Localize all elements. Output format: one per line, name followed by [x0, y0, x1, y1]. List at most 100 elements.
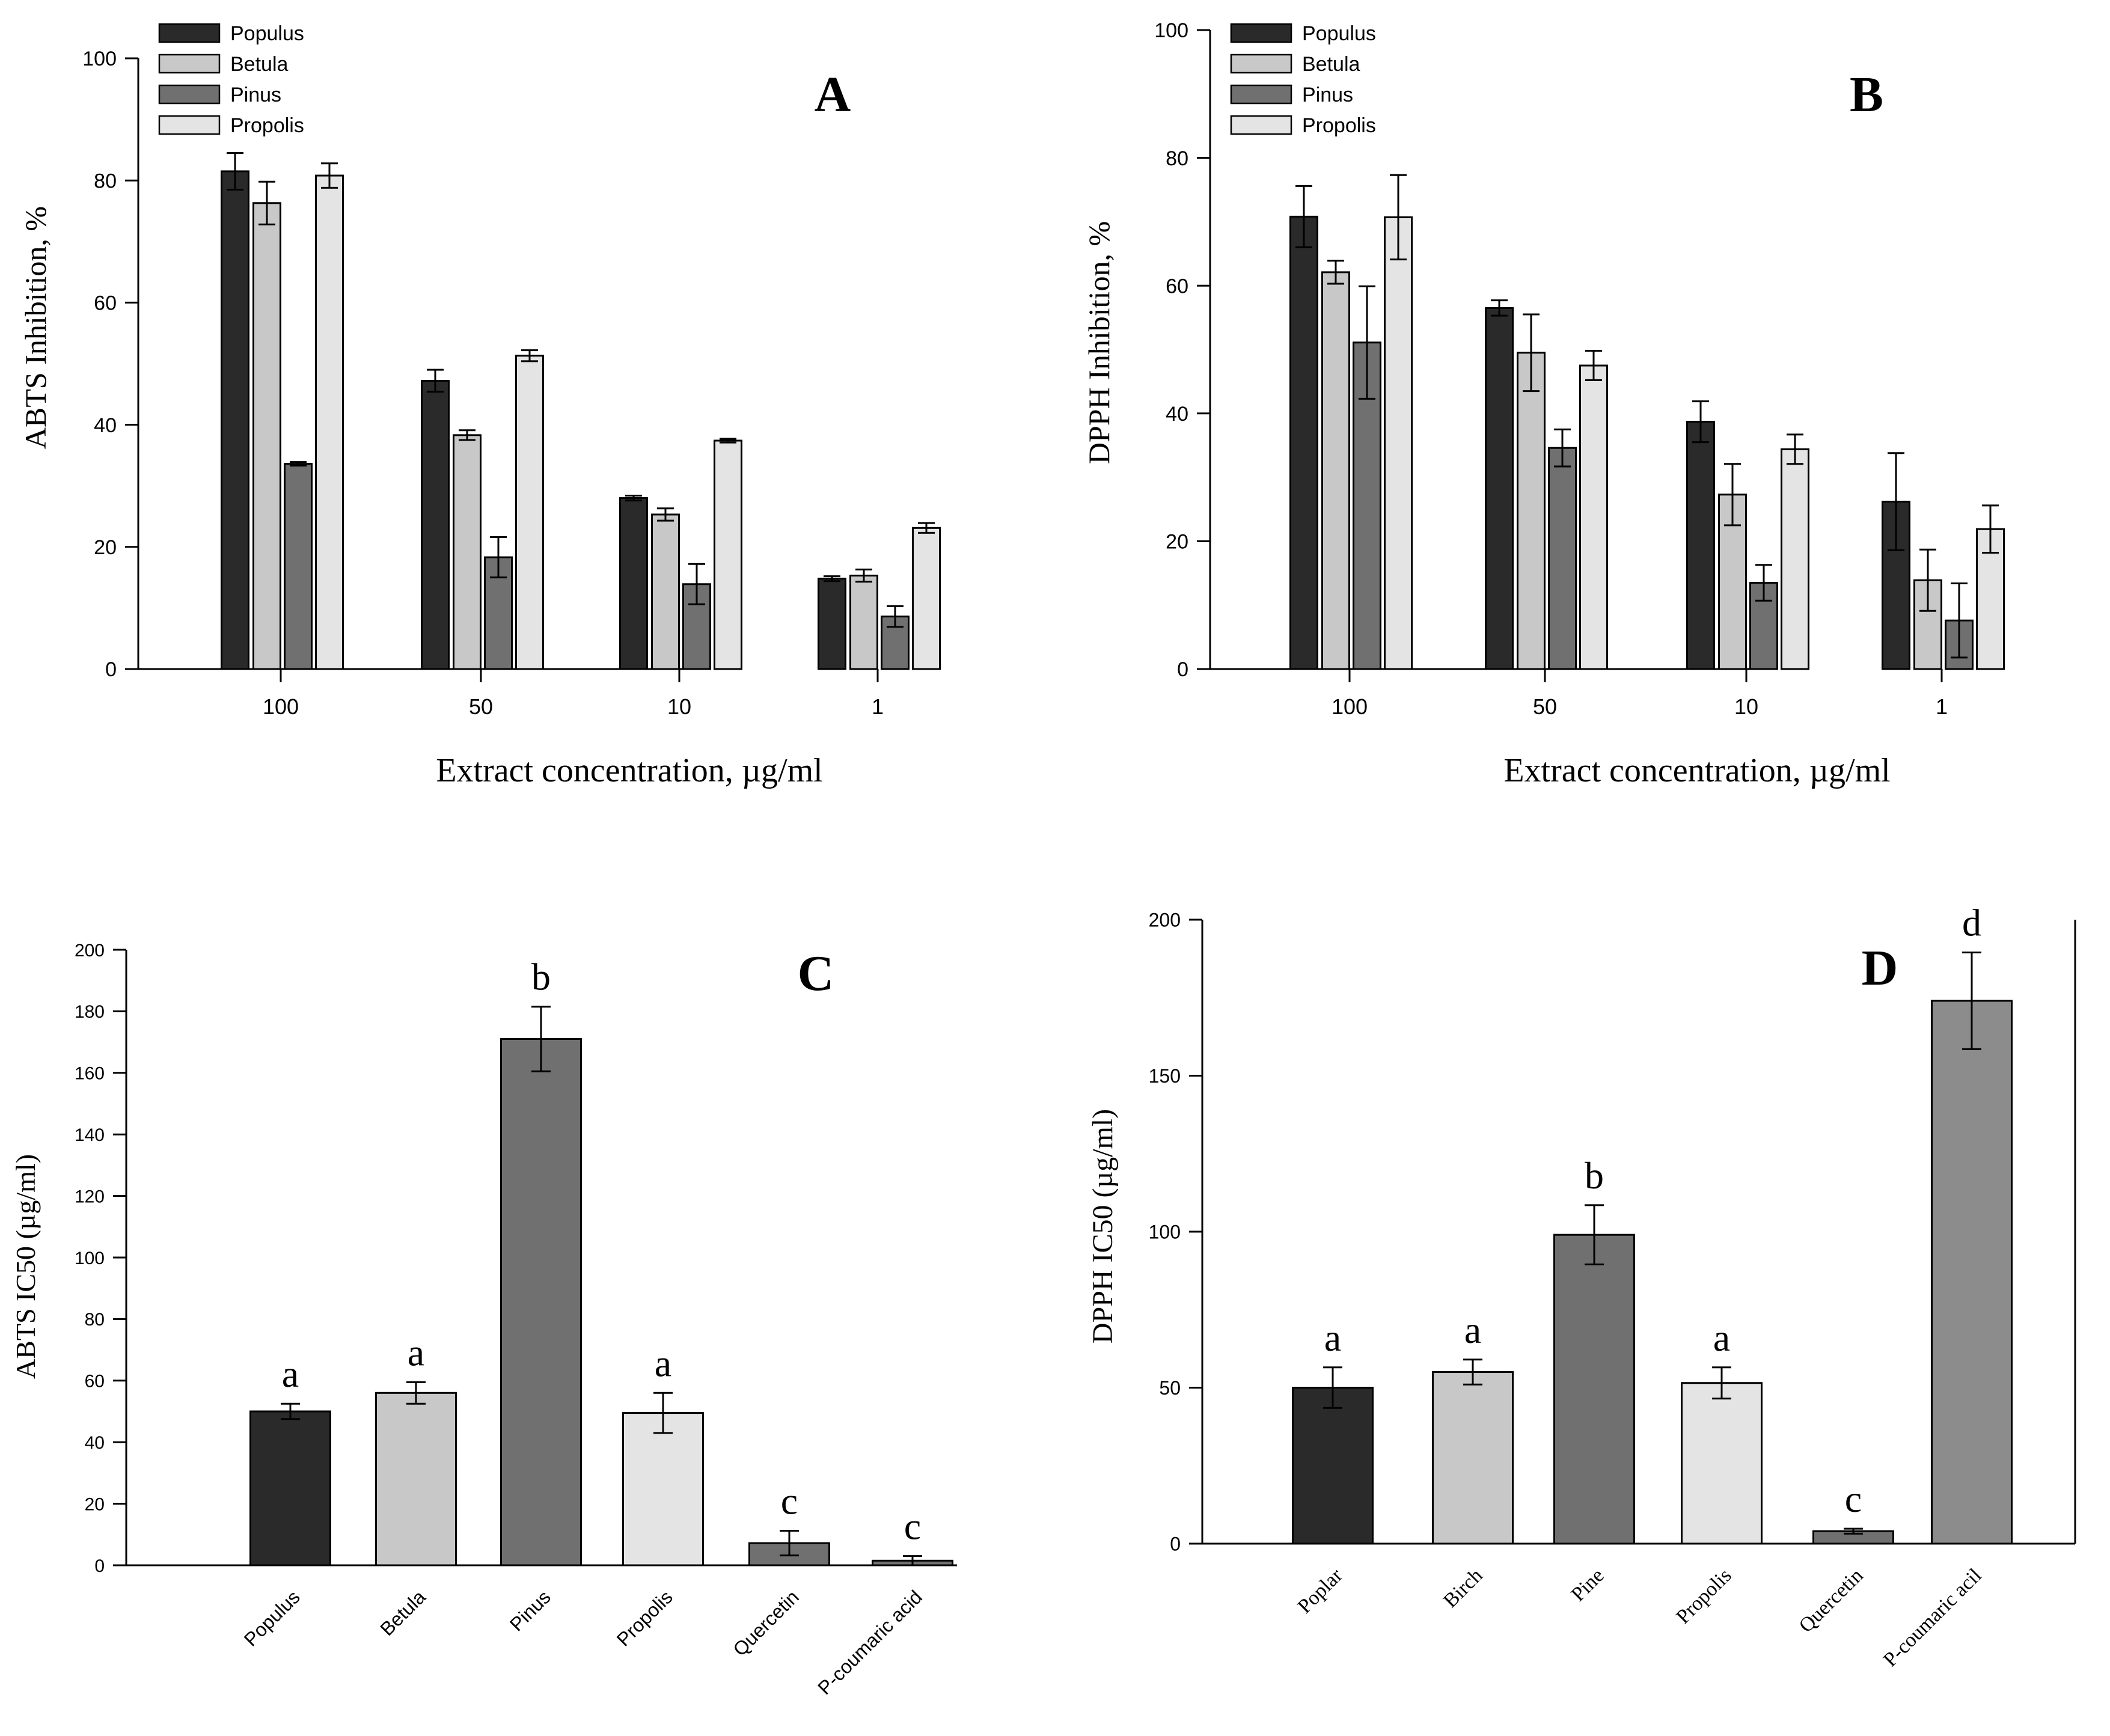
x-tick-label: 10	[1734, 694, 1758, 719]
x-tick-label: 1	[872, 694, 884, 719]
y-tick-label: 20	[1166, 531, 1188, 554]
bar-p-coumaric-acil	[1931, 1000, 2013, 1545]
y-axis-title: DPPH Inhibition, %	[1082, 221, 1116, 464]
x-axis-title: Extract concentration, µg/ml	[436, 752, 822, 789]
bar-poplar	[1292, 1387, 1374, 1545]
y-tick-label: 100	[1149, 1221, 1181, 1243]
legend-swatch-propolis	[158, 115, 221, 135]
legend-swatch-propolis	[1230, 115, 1292, 135]
y-tick-label: 20	[85, 1494, 105, 1514]
significance-letter: a	[655, 1342, 671, 1384]
bar-pinus	[284, 463, 313, 670]
bar-pinus	[500, 1038, 582, 1566]
y-tick-label: 120	[75, 1187, 105, 1206]
bar-populus	[221, 170, 249, 670]
bar-betula	[453, 434, 482, 670]
bar-propolis	[1384, 216, 1413, 670]
significance-letter: a	[1464, 1309, 1481, 1351]
y-tick-label: 80	[1166, 147, 1188, 170]
bar-populus	[421, 379, 450, 670]
bar-populus	[1289, 215, 1318, 670]
bar-betula	[375, 1392, 457, 1566]
significance-letter: c	[1845, 1478, 1862, 1520]
y-tick-label: 200	[75, 941, 105, 961]
y-tick-label: 80	[94, 170, 117, 192]
legend-label: Pinus	[230, 84, 281, 106]
x-tick-label: Poplar	[1294, 1564, 1347, 1618]
x-tick-label: Quercetin	[1795, 1564, 1868, 1637]
significance-letter: a	[1713, 1316, 1730, 1359]
significance-letter: a	[1324, 1316, 1341, 1359]
x-tick-label: 10	[667, 694, 691, 719]
legend-label: Betula	[230, 53, 288, 76]
y-tick-label: 100	[75, 1249, 105, 1268]
bar-propolis	[315, 174, 344, 670]
legend-label: Pinus	[1302, 84, 1353, 106]
bar-propolis	[1579, 364, 1608, 670]
y-tick-label: 20	[94, 536, 117, 559]
y-axis-title: ABTS Inhibition, %	[19, 206, 52, 449]
x-tick-label: 50	[1533, 694, 1557, 719]
legend-label: Propolis	[230, 114, 304, 137]
bar-propolis	[1781, 448, 1809, 670]
x-tick-label: 1	[1936, 694, 1948, 719]
legend-label: Populus	[1302, 22, 1376, 45]
x-tick-label: 100	[263, 694, 299, 719]
legend-label: Populus	[230, 22, 304, 45]
bar-populus	[818, 578, 846, 670]
bar-propolis	[714, 439, 742, 670]
x-tick-label: Birch	[1439, 1564, 1487, 1612]
bar-propolis	[622, 1412, 704, 1566]
y-tick-label: 80	[85, 1310, 105, 1330]
x-tick-label: Propolis	[613, 1586, 677, 1650]
bar-populus	[1485, 307, 1514, 670]
chart-panel-B: 0 20 40 60 80 100 100 50 10 1 Populus Betula Pinus Pr…	[1082, 19, 2005, 789]
bar-betula	[651, 513, 680, 670]
bar-propolis	[912, 527, 941, 670]
legend-swatch-betula	[158, 53, 221, 74]
y-tick-label: 160	[75, 1064, 105, 1084]
x-tick-label: 50	[469, 694, 493, 719]
bar-pine	[1553, 1233, 1635, 1545]
x-tick-label: Betula	[376, 1586, 430, 1640]
x-tick-label: Propolis	[1672, 1564, 1735, 1628]
y-tick-label: 0	[1177, 658, 1188, 681]
bar-betula	[1517, 352, 1546, 670]
panel-title: A	[815, 67, 851, 123]
y-tick-label: 40	[85, 1433, 105, 1453]
chart-panel-A: 0 20 40 60 80 100 100 50 10 1 Populus Betula Pinus Pr…	[19, 22, 941, 789]
significance-letter: b	[1585, 1154, 1604, 1197]
y-tick-label: 0	[94, 1556, 105, 1576]
bar-populus	[1686, 421, 1715, 670]
y-tick-label: 0	[1170, 1533, 1181, 1555]
y-tick-label: 200	[1149, 909, 1181, 931]
x-tick-label: P-coumaric acil	[1879, 1564, 1986, 1671]
y-tick-label: 150	[1149, 1065, 1181, 1087]
y-tick-label: 100	[82, 47, 117, 70]
x-tick-label: Pinus	[506, 1586, 555, 1635]
y-tick-label: 40	[1166, 403, 1188, 426]
significance-letter: a	[408, 1331, 424, 1374]
y-tick-label: 100	[1154, 19, 1188, 42]
bar-betula	[252, 202, 281, 670]
panel-title: C	[798, 946, 834, 1001]
x-tick-label: Populus	[240, 1586, 304, 1650]
bar-betula	[1321, 271, 1350, 670]
bar-populus	[619, 497, 648, 670]
legend-swatch-populus	[1230, 23, 1292, 43]
y-tick-label: 180	[75, 1002, 105, 1022]
significance-letter: b	[531, 956, 551, 998]
bar-populus	[249, 1410, 331, 1566]
legend-label: Betula	[1302, 53, 1360, 76]
bar-birch	[1432, 1371, 1514, 1545]
y-axis-title: DPPH IC50 (µg/ml)	[1087, 1109, 1119, 1343]
bar-betula	[849, 575, 878, 670]
bar-propolis	[1681, 1382, 1763, 1545]
x-tick-label: Pine	[1567, 1564, 1609, 1606]
significance-letter: d	[1962, 901, 1981, 944]
legend-label: Propolis	[1302, 114, 1376, 137]
legend-swatch-betula	[1230, 53, 1292, 74]
panel-title: D	[1862, 940, 1898, 996]
y-tick-label: 40	[94, 414, 117, 437]
